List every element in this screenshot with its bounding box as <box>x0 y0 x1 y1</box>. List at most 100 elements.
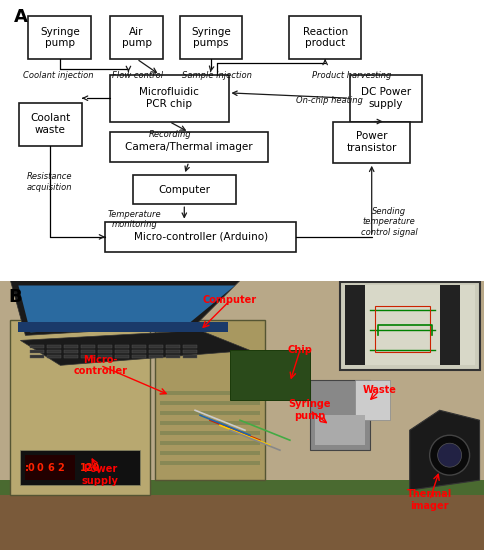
Polygon shape <box>409 410 479 490</box>
Circle shape <box>437 443 461 467</box>
Bar <box>64 345 78 348</box>
Bar <box>183 350 197 353</box>
Bar <box>155 321 264 480</box>
Bar <box>179 16 242 59</box>
Bar <box>0 480 484 495</box>
Bar <box>288 16 361 59</box>
Bar <box>132 350 146 353</box>
Bar <box>132 355 146 359</box>
Text: Microfluidic
PCR chip: Microfluidic PCR chip <box>139 87 199 109</box>
Text: Flow control: Flow control <box>112 71 163 80</box>
Bar <box>109 16 163 59</box>
Text: Resistance
acquisition: Resistance acquisition <box>27 172 72 191</box>
Bar <box>105 222 295 252</box>
Text: Syringe
pumps: Syringe pumps <box>191 27 230 48</box>
Bar <box>333 122 409 163</box>
Polygon shape <box>18 285 235 332</box>
Bar <box>19 103 82 146</box>
Text: Sending
temperature
control signal: Sending temperature control signal <box>360 207 417 236</box>
Bar <box>64 350 78 353</box>
Bar <box>344 285 473 365</box>
Bar <box>149 345 163 348</box>
Bar <box>30 350 44 353</box>
Bar <box>166 345 180 348</box>
Text: Computer: Computer <box>202 295 257 305</box>
Bar <box>149 355 163 359</box>
Bar <box>309 380 369 450</box>
Text: Recording: Recording <box>149 130 191 139</box>
Text: Syringe
pump: Syringe pump <box>40 27 79 48</box>
Text: 120: 120 <box>80 463 100 473</box>
Bar <box>439 285 459 365</box>
Text: 2: 2 <box>57 463 63 473</box>
Text: Micro-controller (Arduino): Micro-controller (Arduino) <box>133 232 267 242</box>
Bar <box>0 490 484 550</box>
Bar <box>349 75 421 122</box>
Bar <box>183 355 197 359</box>
Bar <box>109 75 228 122</box>
Text: Temperature
monitoring: Temperature monitoring <box>107 210 161 229</box>
Text: Power
supply: Power supply <box>82 464 119 486</box>
Bar <box>47 350 61 353</box>
Text: 6: 6 <box>47 463 54 473</box>
Bar <box>160 402 259 405</box>
Bar <box>160 461 259 465</box>
Bar <box>160 431 259 435</box>
Bar <box>339 283 479 370</box>
Bar <box>115 350 129 353</box>
Bar <box>81 345 95 348</box>
Text: Sample injection: Sample injection <box>182 71 251 80</box>
Text: Waste: Waste <box>362 386 396 395</box>
Text: B: B <box>8 289 22 306</box>
Text: Reaction
product: Reaction product <box>302 27 347 48</box>
Bar <box>132 345 146 348</box>
Bar <box>133 175 235 204</box>
Bar <box>354 380 389 420</box>
Bar <box>115 355 129 359</box>
Polygon shape <box>20 331 249 365</box>
Polygon shape <box>11 280 240 336</box>
Bar <box>160 391 259 395</box>
Bar <box>98 345 112 348</box>
Bar <box>160 411 259 415</box>
Bar <box>18 322 227 332</box>
Bar <box>98 350 112 353</box>
Text: 0: 0 <box>27 463 34 473</box>
Bar <box>160 451 259 455</box>
Bar <box>28 16 91 59</box>
Bar <box>183 345 197 348</box>
Bar <box>109 132 268 162</box>
Text: Chip: Chip <box>287 345 312 355</box>
Text: :: : <box>24 463 29 473</box>
Text: Micro-
controller: Micro- controller <box>73 355 127 376</box>
Bar <box>20 450 140 485</box>
Bar <box>47 355 61 359</box>
Text: Power
transistor: Power transistor <box>346 131 396 153</box>
Bar <box>166 350 180 353</box>
Text: Syringe
pump: Syringe pump <box>288 399 331 421</box>
Bar <box>30 355 44 359</box>
Bar <box>344 285 364 365</box>
Bar <box>166 355 180 359</box>
Text: On-chip heating: On-chip heating <box>295 96 362 104</box>
Bar <box>81 350 95 353</box>
Bar <box>81 355 95 359</box>
Bar <box>11 321 150 495</box>
Bar <box>115 345 129 348</box>
Text: Computer: Computer <box>158 185 210 195</box>
Text: A: A <box>15 8 28 26</box>
Bar <box>229 350 309 400</box>
Bar <box>30 345 44 348</box>
Text: Product harvesting: Product harvesting <box>312 71 391 80</box>
Bar <box>64 355 78 359</box>
Bar <box>374 306 429 353</box>
Bar <box>25 455 75 480</box>
Text: Coolant
waste: Coolant waste <box>30 113 70 135</box>
Bar <box>98 355 112 359</box>
Bar <box>160 441 259 445</box>
Text: Air
pump: Air pump <box>121 27 151 48</box>
Bar <box>47 345 61 348</box>
Text: Coolant injection: Coolant injection <box>23 71 93 80</box>
Text: 0: 0 <box>37 463 44 473</box>
Text: Camera/Thermal imager: Camera/Thermal imager <box>125 142 252 152</box>
